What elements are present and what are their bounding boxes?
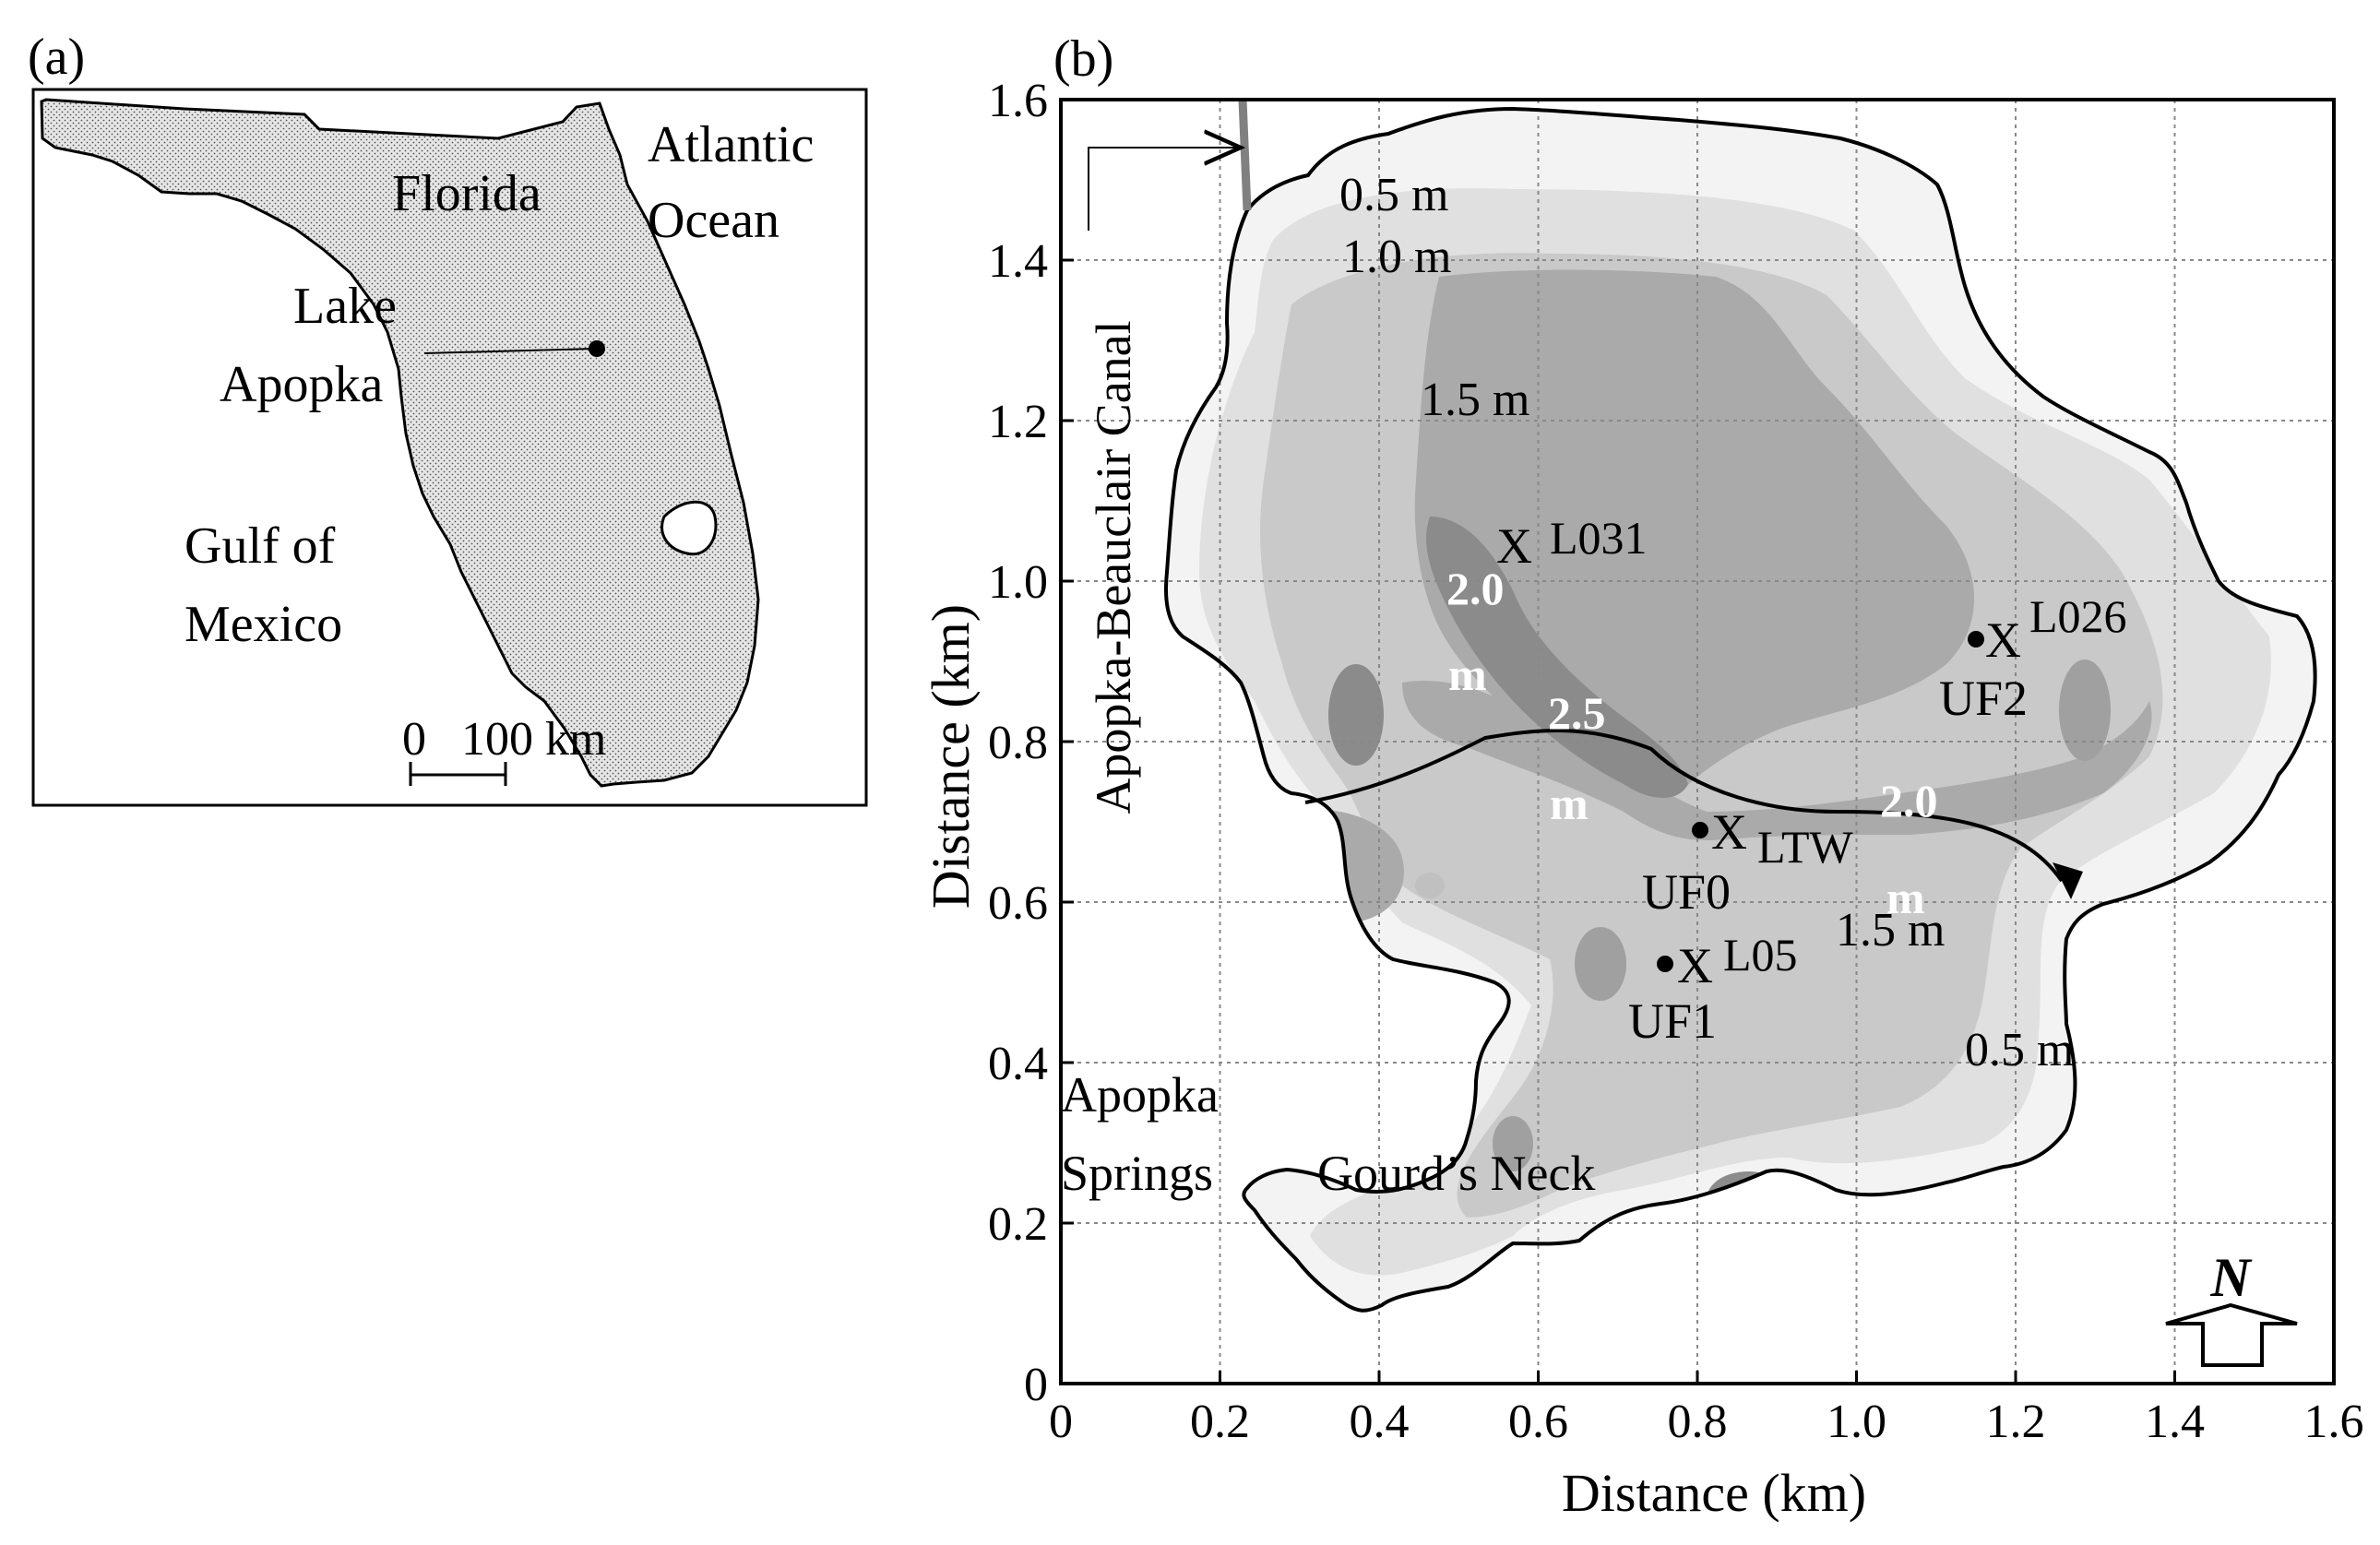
station-L026: X L026 UF2 <box>1939 590 2127 726</box>
panel-b: (b) 0 0.2 0.4 0.6 0.8 1 <box>921 30 2364 1523</box>
gulf-label-line2: Mexico <box>184 596 342 653</box>
panel-a-label: (a) <box>28 29 85 86</box>
scale-zero: 0 <box>402 713 426 766</box>
transect-line <box>1304 729 2064 883</box>
lake-apopka-dot <box>589 340 605 357</box>
station-marker: X <box>1677 938 1713 993</box>
panel-a: (a) Florida Atlantic Ocean Lake Apopka G… <box>28 29 868 807</box>
deep-spot-1 <box>1328 664 1384 766</box>
contour-label-2-0-west-unit: m <box>1448 648 1487 700</box>
uf2-dot <box>1968 631 1984 648</box>
canal-label: Apopka-Beauclair Canal <box>1086 320 1141 814</box>
x-tick-label: 0.4 <box>1350 1396 1410 1448</box>
contour-label-2-5-unit: m <box>1550 778 1589 829</box>
x-tick-label: 0.2 <box>1190 1396 1250 1448</box>
station-name: L05 <box>1723 929 1798 980</box>
x-tick-label: 0 <box>1049 1396 1073 1448</box>
contour-label-2-0-east-unit: m <box>1886 872 1925 923</box>
station-name: LTW <box>1757 821 1853 873</box>
deep-spot-5 <box>2059 660 2111 761</box>
ocean-label-line2: Ocean <box>648 192 779 249</box>
y-tick-label: 0.8 <box>988 717 1048 769</box>
y-tick-label: 1.2 <box>988 396 1048 448</box>
uf2-label: UF2 <box>1939 671 2028 726</box>
station-name: L026 <box>2029 590 2127 642</box>
scale-value: 100 km <box>461 713 606 766</box>
x-tick-label: 1.4 <box>2145 1396 2205 1448</box>
contour-label-1-5-south: 1.5 m <box>1836 904 1945 957</box>
contour-label-2-5-value: 2.5 <box>1548 687 1606 739</box>
depth-band-2-5 <box>1426 517 1688 798</box>
x-ticks: 0 0.2 0.4 0.6 0.8 1.0 1.2 1.4 1.6 <box>1049 1371 2364 1448</box>
florida-label: Florida <box>392 165 541 222</box>
station-name: L031 <box>1550 512 1648 564</box>
y-axis-label: Distance (km) <box>921 604 981 909</box>
lake-label-line1: Lake <box>293 278 397 335</box>
uf0-label: UF0 <box>1642 864 1731 920</box>
contour-label-1-0-north: 1.0 m <box>1342 231 1451 283</box>
canal-arrow <box>1088 148 1241 231</box>
deep-spot-2 <box>1575 927 1626 1001</box>
y-tick-label: 1.4 <box>988 235 1048 288</box>
contour-label-2-0-east-value: 2.0 <box>1880 775 1938 826</box>
y-tick-label: 0.2 <box>988 1198 1048 1251</box>
station-LTW: X LTW UF0 <box>1642 804 1853 920</box>
apopka-beauclair-canal <box>1238 99 1252 211</box>
x-tick-label: 1.6 <box>2304 1396 2364 1448</box>
station-marker: X <box>1985 612 2021 668</box>
gourds-neck-label: Gourd’s Neck <box>1317 1146 1595 1201</box>
y-tick-label: 0 <box>1024 1359 1048 1411</box>
station-marker: X <box>1711 804 1747 860</box>
north-arrow-icon: N <box>2165 1247 2298 1367</box>
uf1-dot <box>1657 956 1673 972</box>
lake-apopka-leader <box>423 348 597 354</box>
contour-label-1-5-north: 1.5 m <box>1421 374 1529 426</box>
deep-spot-6 <box>1415 873 1445 898</box>
x-tick-label: 1.0 <box>1827 1396 1886 1448</box>
y-ticks: 0 0.2 0.4 0.6 0.8 1.0 1.2 1.4 1.6 <box>988 75 1074 1411</box>
depth-band-2-0-south <box>1402 681 2152 840</box>
north-label: N <box>2209 1247 2253 1308</box>
panel-b-label: (b) <box>1053 30 1113 88</box>
y-tick-label: 0.6 <box>988 877 1048 930</box>
transect-arrowhead <box>2053 862 2083 899</box>
x-tick-label: 1.2 <box>1986 1396 2046 1448</box>
gulf-label-line1: Gulf of <box>184 517 336 575</box>
x-tick-label: 0.8 <box>1668 1396 1728 1448</box>
contour-label-0-5-south: 0.5 m <box>1965 1024 2074 1076</box>
station-marker: X <box>1496 518 1532 574</box>
station-L05: X L05 UF1 <box>1628 929 1798 1049</box>
y-tick-label: 1.6 <box>988 75 1048 127</box>
springs-label-line1: Apopka <box>1061 1067 1219 1123</box>
y-tick-label: 0.4 <box>988 1038 1048 1090</box>
lake-okeechobee <box>660 500 718 556</box>
x-axis-label: Distance (km) <box>1562 1463 1866 1523</box>
uf1-label: UF1 <box>1628 993 1717 1049</box>
springs-label-line2: Springs <box>1061 1146 1213 1201</box>
contour-label-0-5-north: 0.5 m <box>1339 169 1448 221</box>
scale-bar: 0 100 km <box>402 713 606 786</box>
y-tick-label: 1.0 <box>988 556 1048 609</box>
x-tick-label: 0.6 <box>1508 1396 1568 1448</box>
uf0-dot <box>1692 822 1708 838</box>
grid <box>1061 100 2334 1384</box>
lake-label-line2: Apopka <box>220 356 383 413</box>
florida-landmass <box>40 98 760 788</box>
deep-spot-4 <box>1493 1116 1533 1171</box>
contour-label-2-0-west-value: 2.0 <box>1446 563 1505 614</box>
ocean-label-line1: Atlantic <box>648 116 814 173</box>
station-L031: X L031 <box>1496 512 1648 574</box>
